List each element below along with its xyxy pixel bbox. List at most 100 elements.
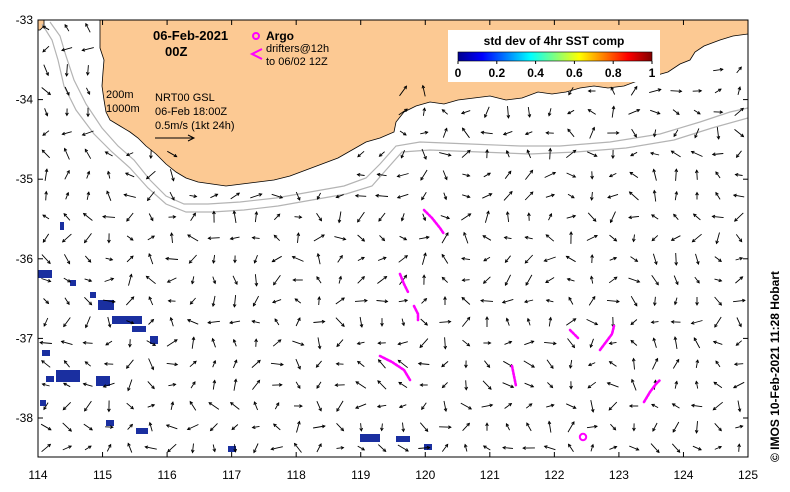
current-arrow (270, 362, 284, 367)
current-arrow (229, 320, 241, 325)
current-arrow (439, 152, 452, 157)
current-arrow (569, 381, 573, 390)
current-arrow (82, 212, 93, 221)
current-arrow (378, 151, 385, 157)
current-arrow (608, 361, 617, 367)
current-arrow (375, 193, 389, 198)
current-arrow (461, 127, 470, 139)
current-arrow (548, 147, 553, 160)
current-arrow (611, 149, 615, 160)
current-arrow (147, 235, 155, 241)
current-arrow (232, 210, 237, 223)
land-sliver (38, 20, 45, 31)
current-arrow (41, 443, 52, 453)
longitude-axis: 114 115 116 117 118 119 120 121 122 123 124 125 (28, 20, 758, 482)
current-arrow (252, 295, 259, 307)
current-arrow (651, 214, 659, 220)
current-arrow (316, 401, 322, 412)
current-arrow (357, 256, 365, 261)
current-arrow (524, 235, 533, 240)
current-arrow (149, 149, 153, 160)
current-arrow (485, 148, 489, 159)
current-arrow (568, 359, 573, 369)
current-arrow (441, 361, 449, 368)
current-arrow (61, 233, 72, 243)
current-arrow (86, 191, 91, 200)
current-arrow (715, 360, 721, 368)
current-arrow (41, 254, 51, 265)
argo-legend-icon (252, 32, 260, 40)
current-arrow (169, 169, 175, 182)
isobath-200m-label: 200m (106, 89, 134, 101)
current-arrow (587, 151, 598, 157)
current-arrow (64, 169, 70, 180)
current-arrow (84, 316, 91, 329)
current-arrow (313, 319, 326, 324)
current-arrow (377, 341, 386, 345)
current-arrow (62, 422, 72, 432)
current-arrow (316, 252, 321, 265)
current-arrow (630, 151, 638, 157)
current-arrow (85, 22, 91, 33)
current-arrow (399, 130, 407, 136)
current-arrow (65, 191, 70, 200)
current-arrow (502, 130, 513, 136)
current-arrow (273, 423, 281, 431)
current-arrow (462, 422, 471, 432)
current-arrow (61, 131, 72, 136)
current-arrow (82, 382, 93, 387)
current-arrow (652, 296, 657, 307)
current-arrow (188, 254, 197, 264)
current-arrow (40, 423, 52, 431)
current-arrow (84, 445, 92, 451)
current-arrow (338, 275, 343, 284)
current-arrow (732, 193, 745, 198)
current-arrow (590, 171, 594, 180)
current-arrow (43, 402, 49, 411)
current-arrow (484, 360, 491, 369)
current-arrow (377, 359, 386, 369)
current-arrow (546, 359, 554, 370)
current-arrow (85, 87, 91, 96)
current-arrow (586, 234, 598, 241)
current-arrow (148, 358, 155, 371)
current-arrow (505, 211, 510, 223)
current-arrow (586, 424, 598, 429)
current-arrow (293, 404, 303, 408)
current-arrow (695, 191, 699, 200)
current-arrow (441, 382, 448, 389)
current-arrow (525, 169, 534, 180)
current-arrow (461, 316, 471, 327)
current-arrow (547, 382, 554, 389)
lon-tick-label: 116 (158, 468, 177, 482)
colorbar-gradient (457, 51, 653, 62)
current-arrow (400, 213, 405, 222)
current-arrow (355, 403, 367, 409)
current-arrow (186, 424, 199, 431)
current-arrow (735, 340, 742, 346)
current-arrow (168, 382, 177, 387)
current-arrow (652, 253, 658, 266)
current-arrow (628, 215, 640, 220)
lon-tick-label: 120 (415, 468, 435, 482)
current-arrow (673, 275, 679, 286)
current-arrow (422, 213, 427, 222)
current-arrow (714, 278, 723, 283)
current-arrow (652, 337, 657, 348)
current-arrow (544, 171, 557, 178)
current-arrow (420, 318, 429, 326)
current-arrow (167, 443, 177, 453)
current-arrow (105, 340, 113, 346)
current-arrow (250, 193, 263, 199)
current-arrow (144, 445, 157, 450)
current-arrow (316, 192, 321, 200)
current-arrow (690, 403, 703, 408)
current-arrow (694, 421, 699, 434)
current-arrow (210, 193, 219, 199)
current-arrow (169, 232, 174, 243)
current-arrow (189, 194, 198, 199)
current-arrow (64, 86, 70, 96)
lat-tick-label: -35 (16, 172, 34, 186)
current-arrow (590, 400, 595, 413)
current-arrow (672, 421, 680, 433)
